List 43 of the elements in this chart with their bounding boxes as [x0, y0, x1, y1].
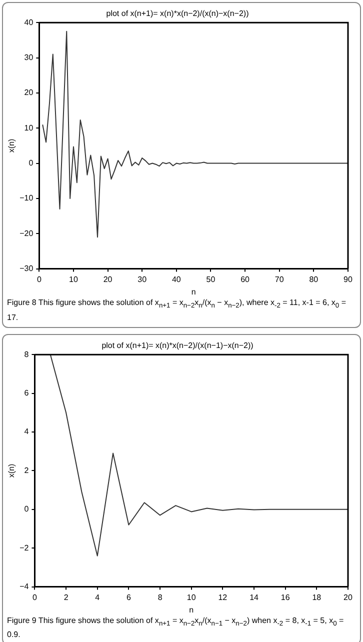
x-tick-label: 8	[158, 592, 163, 602]
x-tick-label: 16	[280, 592, 290, 602]
x-tick-label: 6	[126, 592, 132, 602]
x-tick-label: 60	[240, 274, 250, 284]
text: Figure 8 This figure shows the solution of x$_{n+1}$ = x$_{n−2}$x$_{n}$/(x$_{n}$ − x$_{n−2}$), where x$_{-2}$ = 11, x-1 = 6, x$_{0}$ = 17.	[7, 298, 346, 322]
x-tick-label: 14	[250, 592, 260, 602]
y-tick-label: 30	[24, 52, 34, 62]
y-tick-label: −4	[20, 582, 30, 591]
x-tick-label: 20	[103, 274, 113, 284]
y-axis-title: x(n)	[7, 138, 16, 153]
y-axis-title: x(n)	[7, 463, 16, 478]
x-tick-label: 10	[186, 592, 196, 602]
x-tick-label: 2	[64, 592, 69, 602]
text: Figure 9 This figure shows the solution of x$_{n+1}$ = x$_{n−2}$x$_{n}$/(x$_{n−1}$ − x$_{n−2}$) when x$_{-2}$ = 8, x$_{-1}$ = 5, x$_{0}$ = 0.9.	[7, 616, 344, 640]
x-tick-label: 18	[312, 592, 322, 602]
y-tick-label: 20	[24, 88, 34, 98]
x-tick-label: 10	[69, 274, 78, 284]
y-tick-label: 4	[24, 426, 30, 436]
y-tick-label: 40	[24, 18, 34, 27]
x-tick-label: 30	[138, 274, 148, 284]
y-tick-label: 0	[28, 158, 34, 168]
x-tick-label: 20	[344, 592, 353, 602]
chart-title: plot of x(n+1)= x(n)*x(n−2)/(x(n)−x(n−2))	[106, 9, 250, 18]
x-tick-label: 70	[274, 274, 284, 284]
chart-title: plot of x(n+1)= x(n)*x(n−2)/(x(n−1)−x(n−2))	[102, 340, 254, 350]
x-tick-label: 4	[95, 592, 100, 602]
x-tick-label: 40	[172, 274, 182, 284]
y-tick-label: −2	[20, 542, 30, 552]
y-tick-label: 0	[24, 504, 30, 514]
x-tick-label: 12	[218, 592, 228, 602]
y-tick-label: 2	[24, 465, 30, 474]
x-tick-label: 50	[206, 274, 216, 284]
y-tick-label: 6	[24, 388, 30, 398]
x-axis-title: n	[189, 604, 194, 614]
x-tick-label: 80	[309, 274, 319, 284]
y-tick-label: 8	[24, 349, 30, 358]
y-tick-label: −20	[20, 228, 34, 238]
y-tick-label: −30	[20, 264, 34, 274]
y-tick-label: 10	[24, 123, 34, 132]
x-axis-title: n	[191, 287, 196, 296]
x-tick-label: 90	[344, 274, 353, 284]
x-tick-label: 0	[36, 274, 42, 284]
y-tick-label: −10	[20, 194, 34, 203]
